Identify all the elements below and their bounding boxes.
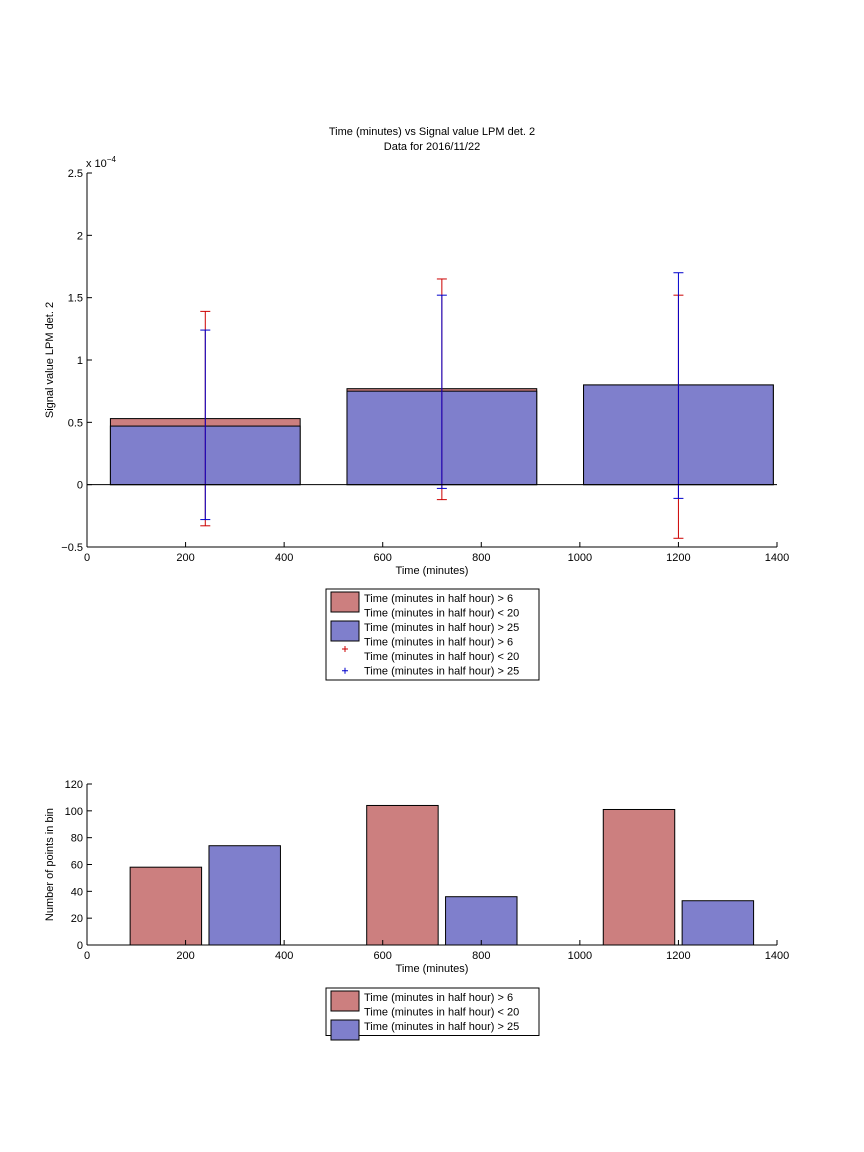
legend-label: Time (minutes in half hour) > 6 bbox=[364, 637, 513, 649]
chart-subtitle: Data for 2016/11/22 bbox=[384, 141, 480, 153]
legend: Time (minutes in half hour) > 6 Time (min… bbox=[325, 588, 540, 681]
legend-swatch bbox=[330, 990, 360, 1012]
y-tick-label: 120 bbox=[65, 779, 83, 791]
error-bar bbox=[673, 272, 684, 499]
bar bbox=[602, 808, 676, 946]
x-tick-label: 1200 bbox=[666, 552, 690, 564]
x-tick-label: 1400 bbox=[765, 552, 789, 564]
legend-marker bbox=[342, 667, 348, 674]
legend-swatch bbox=[330, 591, 360, 613]
legend-swatch bbox=[330, 620, 360, 642]
x-tick-label: 200 bbox=[176, 950, 194, 962]
legend-label: Time (minutes in half hour) < 20 bbox=[364, 651, 519, 663]
y-axis-label: Number of points in bin bbox=[44, 808, 56, 921]
chart-title: Time (minutes) vs Signal value LPM det. … bbox=[329, 126, 535, 138]
signal-chart: Time (minutes) vs Signal value LPM det. … bbox=[44, 126, 789, 681]
x-axis-label: Time (minutes) bbox=[396, 565, 469, 577]
x-tick-label: 200 bbox=[176, 552, 194, 564]
legend-entry: Time (minutes in half hour) > 6 Time (min… bbox=[330, 591, 519, 620]
legend-entry: Time (minutes in half hour) > 25 bbox=[330, 620, 519, 642]
bar bbox=[445, 896, 518, 946]
legend-marker bbox=[342, 646, 348, 652]
bar bbox=[681, 900, 755, 946]
legend-label: Time (minutes in half hour) > 6 bbox=[364, 992, 513, 1004]
legend-label: Time (minutes in half hour) > 25 bbox=[364, 1021, 519, 1033]
y-axis-label: Signal value LPM det. 2 bbox=[44, 302, 56, 418]
x-tick-label: 0 bbox=[84, 552, 90, 564]
y-tick-label: 2.5 bbox=[68, 168, 83, 180]
error-bar bbox=[436, 294, 447, 489]
x-tick-label: 600 bbox=[374, 950, 392, 962]
x-tick-label: 1000 bbox=[568, 950, 592, 962]
legend-label: Time (minutes in half hour) > 25 bbox=[364, 622, 519, 634]
count-chart: 0 200 400 600 800 1000 1200 1400 0 20 40 60 80 100 120… bbox=[44, 779, 790, 1041]
axes: 0 200 400 600 800 1000 1200 1400−0.500.511.522.… bbox=[61, 168, 789, 564]
legend-label: Time (minutes in half hour) > 6 bbox=[364, 593, 513, 605]
y-tick-label: 0 bbox=[77, 940, 83, 952]
y-tick-label: 40 bbox=[71, 886, 83, 898]
axes-frame bbox=[87, 173, 777, 547]
legend-box bbox=[325, 588, 540, 681]
bar bbox=[208, 845, 281, 946]
legend-label: Time (minutes in half hour) > 25 bbox=[364, 666, 519, 678]
bar bbox=[129, 866, 203, 946]
y-tick-label: 0 bbox=[77, 480, 83, 492]
bars bbox=[129, 804, 755, 946]
error-bars bbox=[200, 272, 684, 539]
x-tick-label: 600 bbox=[374, 552, 392, 564]
y-tick-label: 1 bbox=[77, 355, 83, 367]
legend-box bbox=[325, 987, 540, 1036]
x-tick-label: 1200 bbox=[666, 950, 690, 962]
y-tick-label: 2 bbox=[77, 230, 83, 242]
x-tick-label: 800 bbox=[472, 950, 490, 962]
legend-entry: Time (minutes in half hour) > 25 bbox=[342, 666, 519, 678]
x-tick-label: 800 bbox=[472, 552, 490, 564]
legend-label: Time (minutes in half hour) < 20 bbox=[364, 608, 519, 620]
x-axis-label: Time (minutes) bbox=[396, 963, 469, 975]
y-tick-label: 100 bbox=[65, 806, 83, 818]
y-tick-label: 1.5 bbox=[68, 293, 83, 305]
axes: 0 200 400 600 800 1000 1200 1400 0 20 40 60 80 100 120 bbox=[65, 779, 790, 962]
y-tick-label: 0.5 bbox=[68, 417, 83, 429]
bar bbox=[366, 804, 439, 946]
x-tick-label: 1000 bbox=[568, 552, 592, 564]
y-exponent-label: x 10−4 bbox=[86, 155, 116, 170]
x-tick-label: 1400 bbox=[765, 950, 789, 962]
error-bar bbox=[200, 329, 211, 521]
legend-swatch bbox=[330, 1019, 360, 1041]
legend-label: Time (minutes in half hour) < 20 bbox=[364, 1007, 519, 1019]
x-tick-label: 0 bbox=[84, 950, 90, 962]
x-tick-label: 400 bbox=[275, 950, 293, 962]
legend-entry: Time (minutes in half hour) > 6 Time (min… bbox=[330, 990, 519, 1019]
y-tick-label: 20 bbox=[71, 913, 83, 925]
y-tick-label: 60 bbox=[71, 860, 83, 872]
y-tick-label: −0.5 bbox=[61, 542, 83, 554]
legend: Time (minutes in half hour) > 6 Time (min… bbox=[325, 987, 540, 1041]
legend-entry: Time (minutes in half hour) > 25 bbox=[330, 1019, 519, 1041]
y-tick-label: 80 bbox=[71, 833, 83, 845]
x-tick-label: 400 bbox=[275, 552, 293, 564]
legend-entry: Time (minutes in half hour) > 6 Time (min… bbox=[342, 637, 519, 663]
